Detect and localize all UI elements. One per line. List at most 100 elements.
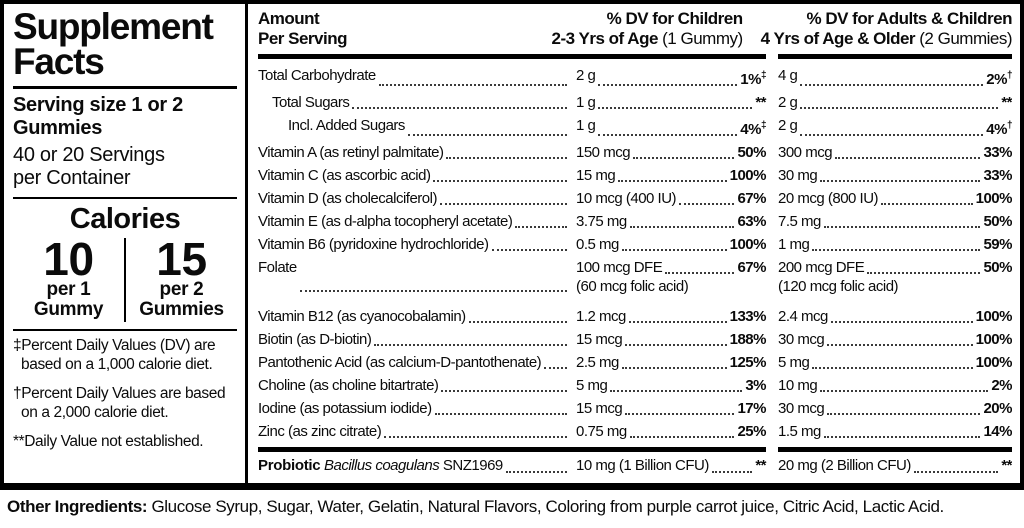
other-ingredients: Other Ingredients: Glucose Syrup, Sugar,… xyxy=(0,497,1024,517)
nutrient-name: Total Sugars xyxy=(272,94,350,111)
nutrient-rows: Total Carbohydrate 2 g 1%‡ 4 g 2%† Total S… xyxy=(258,61,1012,446)
nutrient-name: Zinc (as zinc citrate) xyxy=(258,423,382,440)
calories-divider-top xyxy=(13,197,237,199)
amount-adults: 20 mcg (800 IU) xyxy=(778,190,879,207)
leader-dots xyxy=(618,164,727,182)
leader-dots xyxy=(665,256,735,274)
dv-children: 67% xyxy=(737,190,766,207)
header-thick-divider xyxy=(258,54,1012,59)
children-column-cell: 15 mcg 188% xyxy=(576,328,767,351)
nutrient-row: Vitamin B6 (pyridoxine hydrochloride) 0.… xyxy=(258,233,1012,256)
dv-adults: 50% xyxy=(983,213,1012,230)
children-column-cell: 1 g ** xyxy=(576,91,766,114)
leader-dots xyxy=(830,305,973,323)
footnote-dv-not-established: **Daily Value not established. xyxy=(13,433,204,450)
dv-adults: 33% xyxy=(983,144,1012,161)
adults-column-cell: 300 mcg 33% xyxy=(778,141,1012,164)
dv-adults: 100% xyxy=(975,308,1012,325)
nutrient-name: Biotin (as D-biotin) xyxy=(258,331,372,348)
nutrient-row: Folate 100 mcg DFE 67% (60 mcg folic acid… xyxy=(258,256,1012,297)
leader-dots xyxy=(468,305,567,323)
nutrient-name: Vitamin B6 (pyridoxine hydrochloride) xyxy=(258,236,489,253)
serving-size-line2: Gummies xyxy=(13,117,103,139)
adults-column-cell: 1.5 mg 14% xyxy=(778,420,1012,443)
leader-dots xyxy=(820,374,989,392)
header-dv-adults: % DV for Adults & Children 4 Yrs of Age … xyxy=(761,9,1013,49)
children-column-cell: 0.5 mg 100% xyxy=(576,233,767,256)
amount-children: 3.75 mg xyxy=(576,213,627,230)
leader-dots xyxy=(378,64,567,86)
adults-column-cell: 30 mg 33% xyxy=(778,164,1012,187)
leader-dots xyxy=(800,91,999,109)
children-column-cell: 100 mcg DFE 67% (60 mcg folic acid) xyxy=(576,256,766,297)
dv-children: 100% xyxy=(729,167,767,184)
leader-dots xyxy=(434,397,567,415)
dv-children: 63% xyxy=(737,213,766,230)
children-column-cell: 10 mcg (400 IU) 67% xyxy=(576,187,766,210)
nutrient-name: Total Carbohydrate xyxy=(258,67,376,84)
leader-dots xyxy=(384,420,567,438)
leader-dots xyxy=(598,64,738,86)
adults-column-cell: 10 mg 2% xyxy=(778,374,1012,397)
nutrient-label-cell: Total Carbohydrate xyxy=(258,64,570,91)
calories-divider-bottom xyxy=(13,329,237,331)
adults-column-cell: 30 mcg 20% xyxy=(778,397,1012,420)
leader-dots xyxy=(913,454,999,473)
dv-adults: 100% xyxy=(975,354,1012,371)
nutrient-name: Incl. Added Sugars xyxy=(288,117,405,134)
nutrient-row: Choline (as choline bitartrate) 5 mg 3% 1… xyxy=(258,374,1012,397)
dv-children: 50% xyxy=(737,144,766,161)
nutrients-table: Amount Per Serving % DV for Children 2-3… xyxy=(248,4,1020,483)
amount-adults: 7.5 mg xyxy=(778,213,821,230)
dv-children: 133% xyxy=(729,308,767,325)
leader-dots xyxy=(820,164,981,182)
leader-dots xyxy=(610,374,743,392)
amount-children: 1 g xyxy=(576,117,596,134)
dv-adults: 100% xyxy=(975,331,1012,348)
leader-dots xyxy=(598,91,753,109)
adults-column-cell: 30 mcg 100% xyxy=(778,328,1012,351)
children-column-cell: 2 g 1%‡ xyxy=(576,64,767,91)
leader-dots xyxy=(679,187,735,205)
probiotic-thick-divider xyxy=(258,447,1012,452)
nutrient-label-cell: Vitamin D (as cholecalciferol) xyxy=(258,187,570,210)
calories-unit-1b: Gummy xyxy=(33,299,104,320)
nutrient-label-cell: Folate xyxy=(258,256,570,297)
adults-column-cell: 7.5 mg 50% xyxy=(778,210,1012,233)
leader-dots xyxy=(800,114,984,136)
nutrient-name: Vitamin A (as retinyl palmitate) xyxy=(258,144,444,161)
nutrient-row: Iodine (as potassium iodide) 15 mcg 17% 3… xyxy=(258,397,1012,420)
dv-adults: ** xyxy=(1001,94,1012,111)
amount-children: 0.5 mg xyxy=(576,236,619,253)
children-column-cell: 5 mg 3% xyxy=(576,374,766,397)
amount-adults: 2 g xyxy=(778,117,798,134)
dv-adults: 59% xyxy=(983,236,1012,253)
nutrient-name: Pantothenic Acid (as calcium-D-pantothen… xyxy=(258,354,542,371)
nutrient-row: Vitamin D (as cholecalciferol) 10 mcg (4… xyxy=(258,187,1012,210)
amount-children: 1.2 mcg xyxy=(576,308,626,325)
leader-dots xyxy=(711,454,753,473)
nutrient-name: Vitamin E (as d-alpha tocopheryl acetate… xyxy=(258,213,513,230)
children-column-cell: 1 g 4%‡ xyxy=(576,114,767,141)
children-column-cell: 1.2 mcg 133% xyxy=(576,305,767,328)
leader-dots xyxy=(299,256,567,292)
nutrient-label-cell: Vitamin B12 (as cyanocobalamin) xyxy=(258,305,570,328)
nutrient-row: Total Carbohydrate 2 g 1%‡ 4 g 2%† xyxy=(258,64,1012,91)
amount-adults: 30 mcg xyxy=(778,400,825,417)
amount-adults-sub: (120 mcg folic acid) xyxy=(778,278,899,295)
probiotic-amount-adults: 20 mg (2 Billion CFU) xyxy=(778,457,911,474)
header-adults-line1: % DV for Adults & Children xyxy=(806,9,1013,28)
amount-adults: 30 mcg xyxy=(778,331,825,348)
leader-dots xyxy=(621,351,727,369)
dv-adults: 2% xyxy=(991,377,1012,394)
footnote-2000-calorie: †Percent Daily Values are based on a 2,0… xyxy=(13,385,226,421)
probiotic-row: Probiotic Bacillus coagulans SNZ1969 10 … xyxy=(258,454,1012,478)
header-children-line1: % DV for Children xyxy=(606,9,744,28)
other-ingredients-label: Other Ingredients: xyxy=(7,497,148,516)
dv-children: 67% xyxy=(737,259,766,276)
amount-children: 150 mcg xyxy=(576,144,631,161)
probiotic-dv-children: ** xyxy=(755,457,766,474)
nutrient-label-cell: Zinc (as zinc citrate) xyxy=(258,420,570,443)
calories-value-2: 15 xyxy=(156,233,207,285)
amount-adults: 1.5 mg xyxy=(778,423,821,440)
